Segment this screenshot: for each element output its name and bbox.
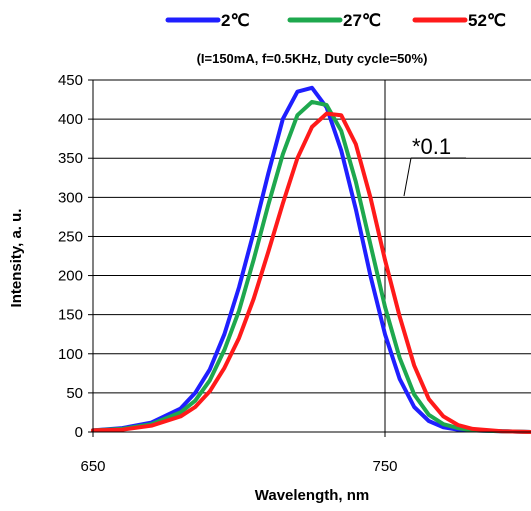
annotation-leader bbox=[403, 157, 412, 197]
y-tick-label: 200 bbox=[58, 268, 83, 285]
y-tick-label: 450 bbox=[58, 72, 83, 89]
y-tick-label: 350 bbox=[58, 150, 83, 167]
legend: 2℃ 27℃ 52℃ bbox=[165, 11, 506, 30]
y-tick-label: 300 bbox=[58, 189, 83, 206]
y-axis-title: Intensity, a. u. bbox=[8, 209, 25, 308]
series-line-2 bbox=[91, 99, 531, 434]
chart-subtitle: (I=150mA, f=0.5KHz, Duty cycle=50%) bbox=[197, 51, 428, 66]
x-tick-label: 750 bbox=[372, 458, 397, 475]
y-tick-label: 0 bbox=[75, 424, 83, 441]
annotation-label: *0.1 bbox=[412, 134, 451, 159]
annotation: *0.1 bbox=[403, 134, 466, 197]
y-tick-label: 100 bbox=[58, 346, 83, 363]
y-tick-label: 50 bbox=[66, 385, 83, 402]
y-tick-label: 250 bbox=[58, 228, 83, 245]
x-tick-label: 650 bbox=[80, 458, 105, 475]
tick-labels: 0 50 100 150 200 250 300 350 400 450 650 750 bbox=[58, 72, 398, 475]
series-line-3 bbox=[91, 111, 531, 434]
y-tick-label: 400 bbox=[58, 111, 83, 128]
y-tick-label: 150 bbox=[58, 307, 83, 324]
legend-label-3: 52℃ bbox=[468, 11, 506, 30]
legend-label-1: 2℃ bbox=[221, 11, 250, 30]
series-line-1 bbox=[91, 85, 531, 434]
series-group bbox=[91, 85, 531, 434]
x-axis-title: Wavelength, nm bbox=[255, 487, 369, 504]
axes bbox=[88, 79, 531, 437]
grid bbox=[93, 79, 531, 433]
legend-label-2: 27℃ bbox=[343, 11, 381, 30]
